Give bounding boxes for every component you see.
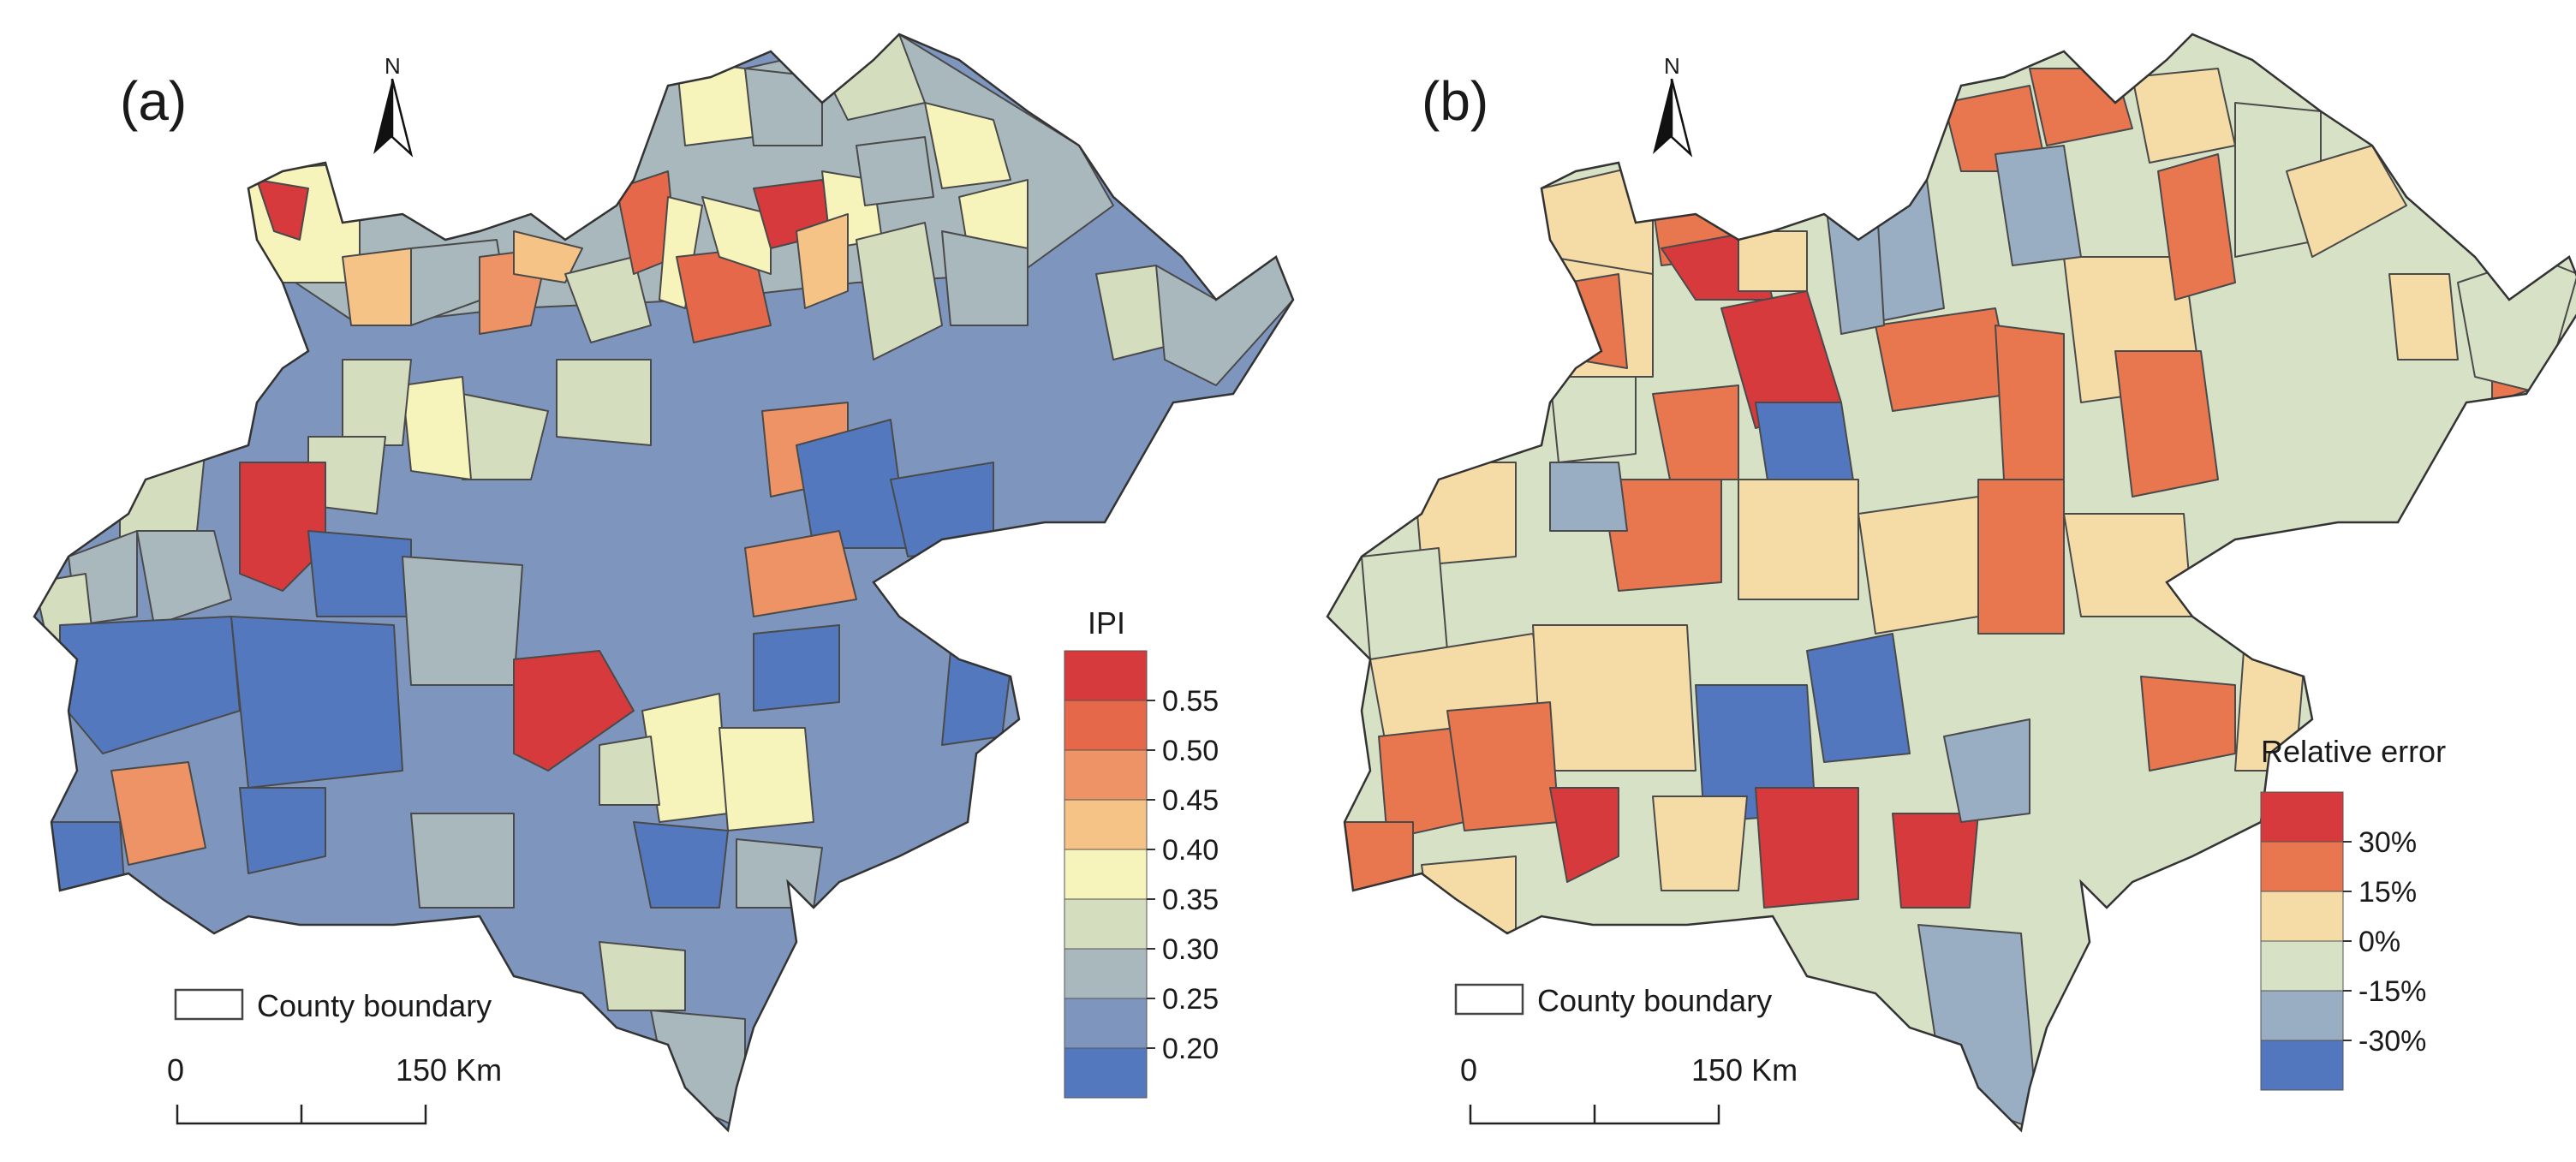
legend-tick-label: 0% (2358, 926, 2400, 958)
county-boundary-swatch (174, 988, 244, 1021)
north-arrow-icon (1653, 79, 1672, 154)
legend-tick-label: 0.50 (1162, 735, 1219, 767)
legend-swatch (1064, 799, 1148, 850)
north-label: N (385, 53, 401, 79)
legend-swatch (2260, 841, 2344, 892)
scale-end: 150 Km (396, 1052, 502, 1088)
panel-b-label: (b) (1422, 70, 1488, 132)
scale-bar-a: 0 150 Km (167, 1052, 502, 1125)
legend-swatch (2260, 791, 2344, 843)
legend-tick-label: 0.20 (1162, 1033, 1219, 1065)
legend-a: IPI 0.55 0.50 0.45 0.40 0.35 0.30 0.25 0.20 (1064, 605, 1219, 1099)
legend-tick-label: 0.35 (1162, 884, 1219, 916)
county-boundary-legend-a: County boundary (174, 988, 492, 1023)
legend-tick-label: 0.55 (1162, 685, 1219, 718)
legend-tick-label: 15% (2358, 876, 2417, 909)
panel-a-label: (a) (120, 70, 187, 132)
scale-bar-b: 0 150 Km (1460, 1052, 1798, 1125)
north-label: N (1664, 53, 1680, 79)
legend-tick-label: 0.40 (1162, 834, 1219, 867)
legend-tick-label: 30% (2358, 826, 2417, 859)
scale-start: 0 (1460, 1052, 1477, 1088)
legend-swatch (1064, 849, 1148, 900)
county-boundary-legend-b: County boundary (1454, 983, 1772, 1018)
legend-swatch (1064, 1047, 1148, 1099)
legend-tick-label: -30% (2358, 1025, 2426, 1058)
county-boundary-swatch (1454, 983, 1524, 1016)
scale-end: 150 Km (1691, 1052, 1798, 1088)
legend-swatch (2260, 891, 2344, 942)
legend-tick-label: 0.30 (1162, 933, 1219, 966)
legend-swatch (1064, 998, 1148, 1049)
scale-start: 0 (167, 1052, 184, 1088)
county-boundary-label: County boundary (257, 988, 492, 1023)
legend-swatch (2260, 940, 2344, 992)
panel-b: (b) N (1326, 33, 2576, 1132)
legend-swatch (1064, 749, 1148, 801)
north-arrow: N (373, 53, 414, 158)
legend-b: Relative error 30% 15% 0% -15% -30% (2260, 734, 2446, 1091)
legend-tick-label: 0.45 (1162, 784, 1219, 817)
county-boundary-label: County boundary (1537, 983, 1772, 1018)
north-arrow-icon (373, 79, 392, 154)
legend-tick-label: -15% (2358, 975, 2426, 1008)
legend-b-title: Relative error (2261, 734, 2446, 769)
legend-swatch (1064, 898, 1148, 950)
panel-a: (a) N (33, 33, 1295, 1132)
legend-swatch (1064, 948, 1148, 999)
north-arrow: N (1653, 53, 1693, 158)
legend-tick-label: 0.25 (1162, 983, 1219, 1016)
legend-a-title: IPI (1088, 605, 1125, 641)
legend-swatch (1064, 700, 1148, 751)
legend-swatch (1064, 650, 1148, 701)
legend-swatch (2260, 1040, 2344, 1091)
legend-swatch (2260, 990, 2344, 1041)
